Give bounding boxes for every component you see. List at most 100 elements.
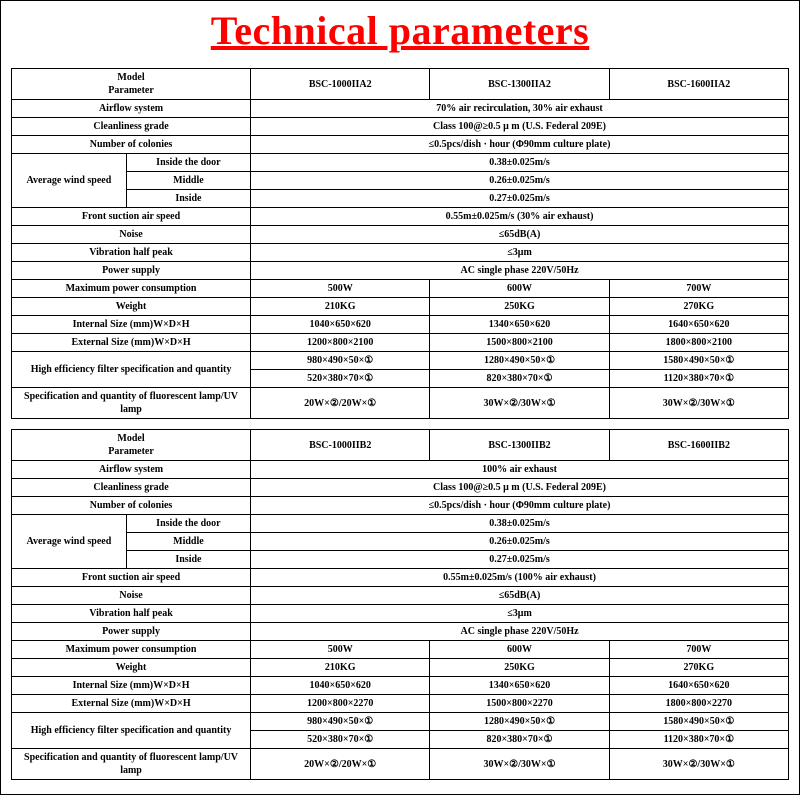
label-internal-size-2: Internal Size (mm)W×D×H <box>12 677 251 695</box>
val-filter-r1-1: 1280×490×50×① <box>430 352 609 370</box>
label-airflow: Airflow system <box>12 100 251 118</box>
val-weight-1: 250KG <box>430 298 609 316</box>
label-model: Model <box>117 72 144 83</box>
val-wind-inside-door-2: 0.38±0.025m/s <box>251 515 789 533</box>
label-weight: Weight <box>12 298 251 316</box>
label-power-supply-2: Power supply <box>12 623 251 641</box>
val-int-2: 1640×650×620 <box>609 316 788 334</box>
label-vibration: Vibration half peak <box>12 244 251 262</box>
val-noise-2: ≤65dB(A) <box>251 587 789 605</box>
val-airflow-2: 100% air exhaust <box>251 461 789 479</box>
label-lamp: Specification and quantity of fluorescen… <box>12 388 251 419</box>
label-inside-2: Inside <box>126 551 250 569</box>
val-max-power-2: 700W <box>609 280 788 298</box>
val-max-power-1: 600W <box>430 280 609 298</box>
val-max-power2-0: 500W <box>251 641 430 659</box>
val-weight2-1: 250KG <box>430 659 609 677</box>
label-cleanliness-2: Cleanliness grade <box>12 479 251 497</box>
header-model-param-2: Model Parameter <box>12 430 251 461</box>
val-power-supply-2: AC single phase 220V/50Hz <box>251 623 789 641</box>
val-filter-r2-2: 1120×380×70×① <box>609 370 788 388</box>
val-vibration: ≤3μm <box>251 244 789 262</box>
spec-table-b2: Model Parameter BSC-1000IIB2 BSC-1300IIB… <box>11 429 789 780</box>
val-max-power2-2: 700W <box>609 641 788 659</box>
label-middle-2: Middle <box>126 533 250 551</box>
val-vibration-2: ≤3μm <box>251 605 789 623</box>
label-lamp-2: Specification and quantity of fluorescen… <box>12 749 251 780</box>
val-max-power-0: 500W <box>251 280 430 298</box>
val-colonies-2: ≤0.5pcs/dish · hour (Φ90mm culture plate… <box>251 497 789 515</box>
label-external-size-2: External Size (mm)W×D×H <box>12 695 251 713</box>
val-front-suction-2: 0.55m±0.025m/s (100% air exhaust) <box>251 569 789 587</box>
page-container: Technical parameters Model Parameter BSC… <box>0 0 800 795</box>
val-filter-r2-0: 520×380×70×① <box>251 370 430 388</box>
label-parameter-2: Parameter <box>108 446 154 457</box>
label-noise: Noise <box>12 226 251 244</box>
model2-0: BSC-1000IIB2 <box>251 430 430 461</box>
val-lamp2-0: 20W×②/20W×① <box>251 749 430 780</box>
label-front-suction-2: Front suction air speed <box>12 569 251 587</box>
label-middle: Middle <box>126 172 250 190</box>
val-filter-r1-2: 1580×490×50×① <box>609 352 788 370</box>
val-filter2-r2-0: 520×380×70×① <box>251 731 430 749</box>
val-filter2-r1-1: 1280×490×50×① <box>430 713 609 731</box>
val-colonies: ≤0.5pcs/dish · hour (Φ90mm culture plate… <box>251 136 789 154</box>
label-filter-spec-2: High efficiency filter specification and… <box>12 713 251 749</box>
header-model-param: Model Parameter <box>12 69 251 100</box>
label-external-size: External Size (mm)W×D×H <box>12 334 251 352</box>
label-colonies: Number of colonies <box>12 136 251 154</box>
val-filter-r2-1: 820×380×70×① <box>430 370 609 388</box>
val-int2-2: 1640×650×620 <box>609 677 788 695</box>
label-max-power-2: Maximum power consumption <box>12 641 251 659</box>
val-filter-r1-0: 980×490×50×① <box>251 352 430 370</box>
val-filter2-r1-0: 980×490×50×① <box>251 713 430 731</box>
label-noise-2: Noise <box>12 587 251 605</box>
label-inside-door-2: Inside the door <box>126 515 250 533</box>
val-cleanliness-2: Class 100@≥0.5 μ m (U.S. Federal 209E) <box>251 479 789 497</box>
val-max-power2-1: 600W <box>430 641 609 659</box>
val-airflow: 70% air recirculation, 30% air exhaust <box>251 100 789 118</box>
val-power-supply: AC single phase 220V/50Hz <box>251 262 789 280</box>
val-lamp2-1: 30W×②/30W×① <box>430 749 609 780</box>
val-lamp-0: 20W×②/20W×① <box>251 388 430 419</box>
model-2: BSC-1600IIA2 <box>609 69 788 100</box>
val-ext2-2: 1800×800×2270 <box>609 695 788 713</box>
val-int2-0: 1040×650×620 <box>251 677 430 695</box>
val-weight-2: 270KG <box>609 298 788 316</box>
label-power-supply: Power supply <box>12 262 251 280</box>
val-wind-inside-door: 0.38±0.025m/s <box>251 154 789 172</box>
label-max-power: Maximum power consumption <box>12 280 251 298</box>
label-vibration-2: Vibration half peak <box>12 605 251 623</box>
spec-table-a2: Model Parameter BSC-1000IIA2 BSC-1300IIA… <box>11 68 789 419</box>
val-ext-1: 1500×800×2100 <box>430 334 609 352</box>
label-internal-size: Internal Size (mm)W×D×H <box>12 316 251 334</box>
val-wind-middle: 0.26±0.025m/s <box>251 172 789 190</box>
val-cleanliness: Class 100@≥0.5 μ m (U.S. Federal 209E) <box>251 118 789 136</box>
model2-1: BSC-1300IIB2 <box>430 430 609 461</box>
val-int-0: 1040×650×620 <box>251 316 430 334</box>
val-int2-1: 1340×650×620 <box>430 677 609 695</box>
page-title: Technical parameters <box>11 7 789 54</box>
val-ext2-1: 1500×800×2270 <box>430 695 609 713</box>
label-avg-wind: Average wind speed <box>12 154 127 208</box>
val-weight2-2: 270KG <box>609 659 788 677</box>
label-inside: Inside <box>126 190 250 208</box>
label-parameter: Parameter <box>108 85 154 96</box>
val-wind-middle-2: 0.26±0.025m/s <box>251 533 789 551</box>
val-lamp2-2: 30W×②/30W×① <box>609 749 788 780</box>
val-ext2-0: 1200×800×2270 <box>251 695 430 713</box>
val-ext-0: 1200×800×2100 <box>251 334 430 352</box>
val-weight2-0: 210KG <box>251 659 430 677</box>
val-front-suction: 0.55m±0.025m/s (30% air exhaust) <box>251 208 789 226</box>
label-colonies-2: Number of colonies <box>12 497 251 515</box>
model-1: BSC-1300IIA2 <box>430 69 609 100</box>
val-filter2-r2-1: 820×380×70×① <box>430 731 609 749</box>
val-lamp-1: 30W×②/30W×① <box>430 388 609 419</box>
val-wind-inside-2: 0.27±0.025m/s <box>251 551 789 569</box>
val-filter2-r1-2: 1580×490×50×① <box>609 713 788 731</box>
model2-2: BSC-1600IIB2 <box>609 430 788 461</box>
val-int-1: 1340×650×620 <box>430 316 609 334</box>
label-weight-2: Weight <box>12 659 251 677</box>
model-0: BSC-1000IIA2 <box>251 69 430 100</box>
label-airflow-2: Airflow system <box>12 461 251 479</box>
